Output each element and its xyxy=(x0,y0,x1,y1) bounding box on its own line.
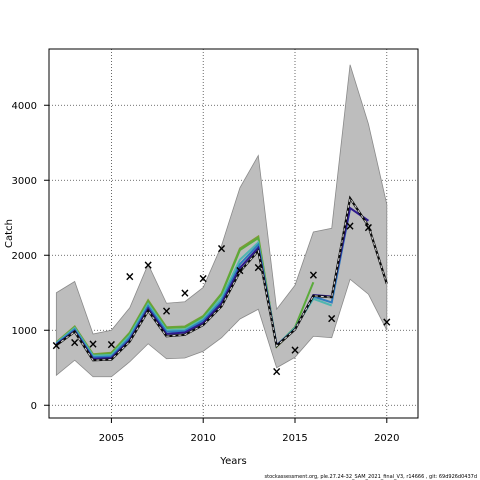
observed-point: × xyxy=(180,286,190,300)
series-line xyxy=(55,195,388,362)
observed-point: × xyxy=(198,272,208,286)
x-axis-label: Years xyxy=(219,456,246,467)
observed-point: × xyxy=(363,221,373,235)
y-tick-label: 4000 xyxy=(12,101,37,112)
observed-point: × xyxy=(253,260,263,274)
x-tick-label: 2010 xyxy=(190,433,215,444)
x-tick-label: 2005 xyxy=(99,433,124,444)
observed-point: × xyxy=(125,269,135,283)
observed-point: × xyxy=(217,242,227,256)
observed-point: × xyxy=(290,343,300,357)
y-tick-label: 0 xyxy=(31,401,37,412)
observed-point: × xyxy=(272,365,282,379)
observed-point: × xyxy=(88,337,98,351)
observed-point: × xyxy=(70,335,80,349)
y-axis-ticks: 0 1000 2000 3000 4000 xyxy=(12,101,49,412)
y-tick-label: 2000 xyxy=(12,251,37,262)
confidence-band xyxy=(55,64,388,378)
y-tick-label: 1000 xyxy=(12,326,37,337)
observed-point: × xyxy=(106,338,116,352)
observed-point: × xyxy=(327,311,337,325)
observed-point: × xyxy=(143,258,153,272)
x-tick-label: 2020 xyxy=(374,433,399,444)
x-axis-ticks: 2005 2010 2015 2020 xyxy=(99,418,400,444)
observed-point: × xyxy=(235,263,245,277)
observed-catch-points: × × × × × × × × × × × × × × × × × × × xyxy=(51,219,392,379)
y-axis-label: Catch xyxy=(4,219,15,248)
observed-point: × xyxy=(51,338,61,352)
confidence-band-area xyxy=(55,64,388,378)
series-lines xyxy=(55,195,388,362)
observed-point: × xyxy=(161,304,171,318)
footer-credit: stockassessment.org, ple.27.24-32_SAM_20… xyxy=(265,474,477,480)
observed-point: × xyxy=(308,268,318,282)
observed-point: × xyxy=(345,219,355,233)
plot-frame xyxy=(48,48,419,419)
x-tick-label: 2015 xyxy=(282,433,307,444)
y-tick-label: 3000 xyxy=(12,176,37,187)
observed-point: × xyxy=(382,315,392,329)
